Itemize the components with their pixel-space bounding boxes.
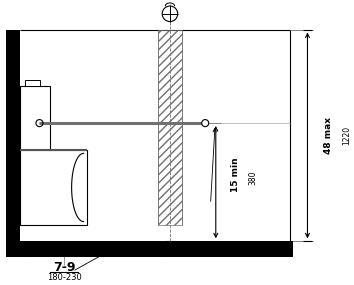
Text: 380: 380 [248, 170, 257, 185]
Text: 15 min: 15 min [231, 157, 240, 192]
Text: 180-230: 180-230 [47, 273, 81, 282]
Text: 7-9: 7-9 [53, 261, 75, 274]
Bar [6, 241, 293, 257]
Bar [20, 150, 87, 225]
Bar [158, 30, 182, 225]
Bar [24, 80, 40, 86]
Bar [20, 86, 50, 150]
Bar [6, 30, 20, 241]
Circle shape [202, 120, 209, 127]
Text: 1220: 1220 [342, 126, 351, 145]
Text: 48 max: 48 max [324, 117, 333, 154]
